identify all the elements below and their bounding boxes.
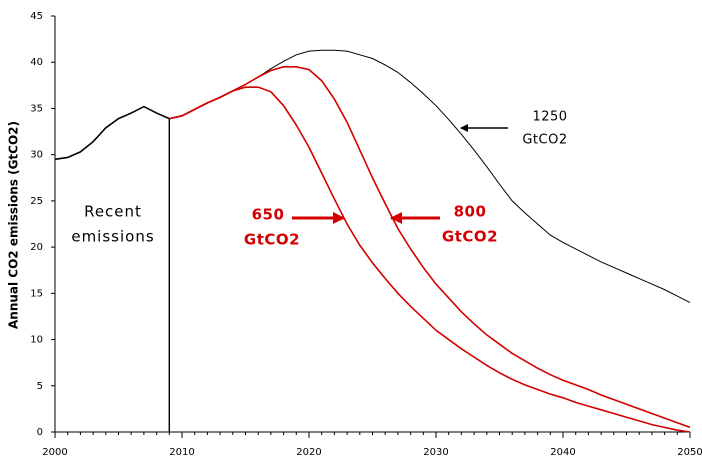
y-axis-label: Annual CO2 emissions (GtCO2) (7, 121, 21, 329)
annotation: 650 (252, 206, 285, 224)
x-tick-label: 2010 (169, 447, 194, 458)
y-tick-label: 35 (30, 103, 43, 114)
y-tick-label: 25 (30, 196, 43, 207)
series-line (54, 105, 170, 161)
annotation: GtCO2 (442, 228, 498, 246)
annotation: emissions (71, 228, 154, 246)
x-tick-label: 2050 (677, 447, 702, 458)
x-tick-label: 2000 (42, 447, 67, 458)
y-tick-label: 5 (37, 381, 43, 392)
x-tick-label: 2030 (423, 447, 448, 458)
y-tick-label: 10 (30, 335, 43, 346)
series-line (169, 66, 691, 429)
y-tick-label: 40 (30, 57, 43, 68)
annotation: 1250 (532, 110, 567, 125)
y-tick-label: 20 (30, 242, 43, 253)
y-tick-label: 30 (30, 150, 43, 161)
y-tick-label: 0 (37, 427, 43, 438)
series-line (169, 49, 691, 304)
y-tick-label: 45 (30, 11, 43, 22)
annotation: 800 (454, 203, 487, 221)
y-tick-label: 15 (30, 288, 43, 299)
annotation: Recent (84, 203, 142, 221)
annotation: GtCO2 (522, 133, 567, 148)
x-tick-label: 2040 (550, 447, 575, 458)
x-tick-label: 2020 (296, 447, 321, 458)
annotation: GtCO2 (244, 231, 300, 249)
series-line (169, 86, 691, 433)
